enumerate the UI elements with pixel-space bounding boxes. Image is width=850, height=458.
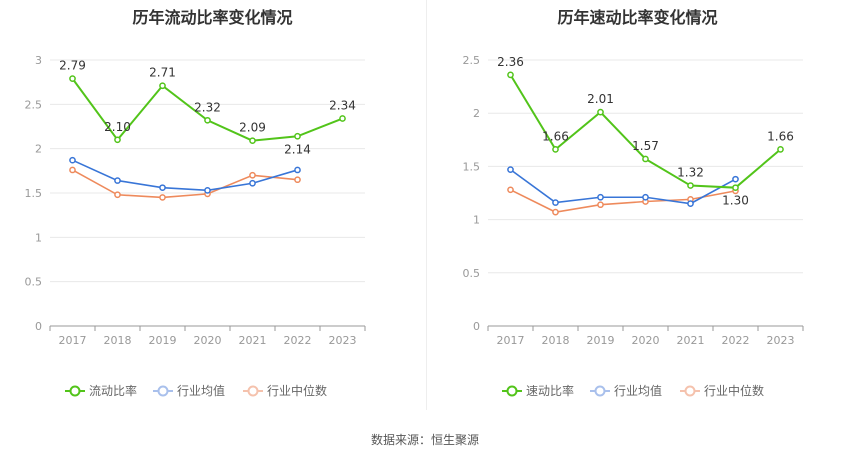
legend-industry-average-label: 行业均值 — [614, 383, 662, 398]
industry-median-point — [552, 208, 559, 216]
industry-median-point — [159, 194, 166, 201]
x-tick-label: 2021 — [239, 334, 267, 347]
y-tick-label: 0.5 — [463, 267, 481, 280]
industry-median-point — [69, 166, 76, 174]
y-tick-label: 1 — [473, 214, 480, 227]
main-ratio-point — [597, 108, 604, 116]
y-tick-label: 3 — [35, 54, 42, 67]
industry-average-point — [507, 166, 514, 173]
x-tick-label: 2023 — [767, 334, 795, 347]
industry-median-point — [249, 171, 256, 179]
data-label: 1.57 — [632, 139, 659, 153]
industry-median-point — [294, 176, 301, 184]
current-ratio-plot: 0 0.5 1 1.5 2 2.5 3 2017 2018 2019 2020 2021 2022 202… — [25, 54, 366, 398]
data-label: 1.32 — [677, 166, 704, 180]
main-ratio-point — [249, 137, 256, 145]
main-ratio-point — [204, 116, 211, 124]
data-label: 2.79 — [59, 59, 86, 73]
industry-average-point — [597, 193, 604, 201]
data-label: 1.66 — [542, 129, 569, 143]
main-ratio-point — [69, 75, 76, 82]
legend-main-marker — [69, 385, 81, 397]
main-ratio-point — [159, 82, 166, 90]
main-ratio-point — [642, 155, 649, 163]
industry-median-point — [507, 186, 514, 194]
main-ratio-point — [552, 146, 559, 153]
data-label: 2.34 — [329, 99, 356, 113]
y-tick-label: 2 — [35, 143, 42, 156]
panel-divider — [426, 0, 427, 410]
industry-average-point — [687, 200, 694, 207]
legend-industry-average-marker — [594, 385, 606, 397]
x-tick-label: 2019 — [587, 334, 615, 347]
data-source-note: 数据来源：恒生聚源 — [370, 433, 479, 447]
data-label: 1.66 — [767, 129, 794, 143]
legend-industry-median-label: 行业中位数 — [267, 383, 327, 398]
data-label: 2.14 — [284, 142, 311, 156]
industry-average-line — [510, 168, 736, 205]
data-label: 1.30 — [722, 194, 749, 208]
data-label: 2.71 — [149, 66, 176, 80]
data-label: 2.09 — [239, 121, 266, 135]
legend-main-label: 速动比率 — [526, 383, 574, 398]
quick-ratio-chart: 历年速动比率变化情况 0 0.5 1 1.5 2 2.5 2017 2018 2019 2020 2… — [425, 0, 850, 420]
x-tick-label: 2017 — [59, 334, 87, 347]
y-tick-label: 0.5 — [25, 276, 43, 289]
main-ratio-point — [732, 184, 739, 192]
industry-median-line — [510, 189, 736, 213]
chart-title: 历年速动比率变化情况 — [557, 8, 718, 27]
industry-median-line — [72, 169, 298, 199]
x-tick-label: 2020 — [194, 334, 222, 347]
data-label: 2.01 — [587, 92, 614, 106]
industry-average-point — [732, 175, 739, 183]
x-tick-label: 2017 — [497, 334, 525, 347]
current-ratio-chart: 历年流动比率变化情况 0 0.5 1 1.5 2 2.5 3 2017 2018 2019 2020… — [0, 0, 425, 420]
data-label: 2.36 — [497, 55, 524, 69]
y-tick-label: 1.5 — [25, 187, 43, 200]
main-ratio-point — [507, 71, 514, 79]
quick-ratio-plot: 0 0.5 1 1.5 2 2.5 2017 2018 2019 2020 2021 2022 2023… — [463, 54, 804, 398]
y-tick-label: 2 — [473, 107, 480, 120]
legend-industry-median-marker — [247, 385, 259, 397]
industry-average-point — [114, 177, 121, 184]
legend-main-label: 流动比率 — [89, 383, 137, 398]
x-tick-label: 2020 — [632, 334, 660, 347]
y-tick-label: 0 — [35, 320, 42, 333]
x-tick-label: 2023 — [329, 334, 357, 347]
legend-industry-median-label: 行业中位数 — [704, 383, 764, 398]
main-ratio-point — [777, 146, 784, 153]
industry-average-point — [204, 186, 211, 194]
industry-average-point — [159, 184, 166, 192]
industry-average-point — [69, 156, 76, 164]
x-tick-label: 2022 — [284, 334, 312, 347]
main-ratio-point — [687, 182, 694, 189]
legend-industry-median-marker — [684, 385, 696, 397]
industry-median-point — [114, 191, 121, 199]
industry-average-point — [552, 199, 559, 206]
chart-title: 历年流动比率变化情况 — [132, 8, 293, 27]
x-tick-label: 2022 — [722, 334, 750, 347]
y-tick-label: 2.5 — [25, 98, 43, 111]
industry-average-point — [642, 193, 649, 201]
x-tick-label: 2021 — [677, 334, 705, 347]
y-tick-label: 2.5 — [463, 54, 481, 67]
data-label: 2.10 — [104, 120, 131, 134]
industry-median-point — [597, 201, 604, 209]
x-tick-label: 2018 — [104, 334, 132, 347]
y-tick-label: 0 — [473, 320, 480, 333]
data-label: 2.32 — [194, 100, 221, 114]
y-tick-label: 1.5 — [463, 160, 481, 173]
industry-average-line — [72, 159, 298, 192]
main-ratio-point — [339, 115, 346, 122]
industry-average-point — [249, 179, 256, 187]
legend-industry-average-marker — [157, 385, 169, 397]
main-ratio-point — [294, 132, 301, 140]
y-tick-label: 1 — [35, 231, 42, 244]
industry-average-point — [294, 166, 301, 174]
x-tick-label: 2019 — [149, 334, 177, 347]
x-tick-label: 2018 — [542, 334, 570, 347]
legend-main-marker — [506, 385, 518, 397]
main-ratio-point — [114, 136, 121, 144]
legend-industry-average-label: 行业均值 — [177, 383, 225, 398]
